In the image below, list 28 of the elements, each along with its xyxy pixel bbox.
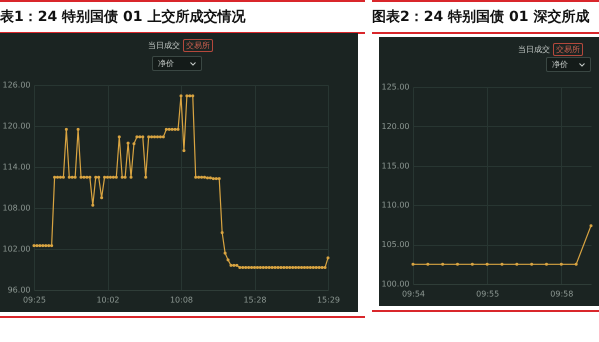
y-tick-label: 110.00 [382, 200, 410, 210]
x-tick-label: 10:02 [96, 296, 120, 304]
y-tick-label: 96.00 [8, 286, 30, 294]
y-tick-label: 100.00 [382, 280, 410, 288]
chart-title: 表1：24 特别国债 01 上交所成交情况 [0, 0, 365, 34]
y-tick-label: 120.00 [2, 122, 30, 130]
x-tick-label: 09:54 [402, 290, 426, 298]
x-tick-label: 15:29 [316, 296, 340, 304]
x-tick-label: 09:25 [22, 296, 46, 304]
text: 净价 [158, 58, 174, 69]
y-tick-label: 105.00 [382, 240, 410, 250]
y-tick-label: 126.00 [2, 80, 30, 90]
text: 当日成交 [148, 40, 180, 51]
text: 交易所 [183, 39, 213, 52]
x-tick-label: 15:28 [243, 296, 267, 304]
y-tick-label: 102.00 [2, 244, 30, 254]
text: 交易所 [553, 43, 583, 56]
chart-title: 图表2：24 特别国债 01 深交所成 [372, 0, 599, 34]
y-tick-label: 115.00 [382, 161, 410, 170]
text: 净价 [552, 59, 568, 70]
y-tick-label: 108.00 [2, 204, 30, 212]
y-tick-label: 125.00 [382, 82, 410, 92]
y-tick-label: 114.00 [2, 162, 30, 172]
y-tick-label: 120.00 [382, 122, 410, 131]
x-tick-label: 09:55 [476, 290, 500, 298]
text: 当日成交 [518, 44, 550, 55]
x-tick-label: 10:08 [170, 296, 194, 304]
x-tick-label: 09:58 [550, 290, 574, 298]
